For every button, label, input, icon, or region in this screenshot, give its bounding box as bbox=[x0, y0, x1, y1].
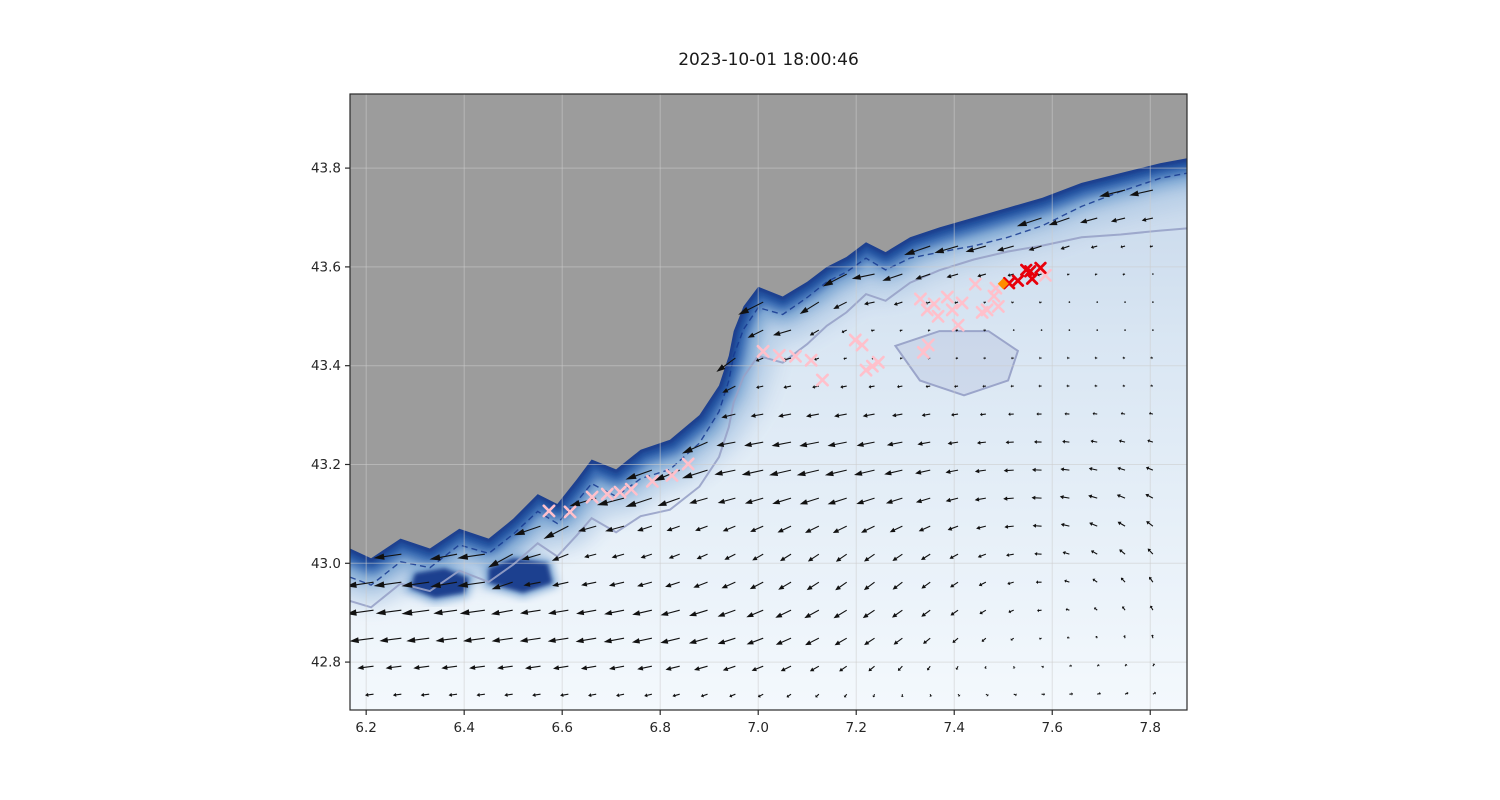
pink-x-marker bbox=[980, 303, 994, 317]
red-x-marker bbox=[1011, 274, 1025, 287]
y-tick-label: 43.6 bbox=[311, 259, 341, 275]
y-tick-label: 43.8 bbox=[311, 161, 341, 177]
pink-x-marker bbox=[955, 296, 969, 310]
pink-x-marker bbox=[613, 485, 627, 499]
pink-x-marker bbox=[940, 290, 954, 304]
pink-x-marker bbox=[945, 303, 959, 317]
pink-x-marker bbox=[848, 333, 862, 347]
pink-x-marker bbox=[624, 482, 638, 496]
pink-x-marker bbox=[585, 490, 599, 504]
pink-x-marker bbox=[921, 338, 935, 352]
pink-x-marker bbox=[859, 363, 873, 377]
x-tick-label: 7.4 bbox=[943, 720, 964, 736]
markers-layer bbox=[542, 261, 1052, 519]
plot-area bbox=[350, 94, 1187, 710]
pink-x-marker bbox=[865, 359, 879, 373]
pink-x-marker bbox=[681, 457, 695, 471]
pink-x-marker bbox=[951, 318, 965, 332]
x-tick-label: 6.2 bbox=[355, 720, 376, 736]
pink-x-marker bbox=[1038, 268, 1052, 282]
pink-x-marker bbox=[913, 292, 927, 306]
orange-source-marker bbox=[997, 278, 1009, 290]
y-tick-label: 43.0 bbox=[311, 556, 341, 572]
x-tick-label: 7.0 bbox=[747, 720, 768, 736]
pink-x-marker bbox=[931, 309, 945, 323]
x-tick-label: 7.8 bbox=[1140, 720, 1161, 736]
land bbox=[350, 94, 1187, 559]
pink-x-marker bbox=[968, 277, 982, 291]
x-tick-label: 7.6 bbox=[1041, 720, 1062, 736]
x-tick-label: 6.8 bbox=[649, 720, 670, 736]
tick-labels: 6.2 6.4 6.6 6.8 7.0 7.2 7.4 7.6 7.8 42.8 43.0 43.2 4… bbox=[311, 161, 1161, 736]
red-x-marker bbox=[1034, 261, 1047, 275]
y-tick-label: 43.4 bbox=[311, 358, 341, 374]
axes-frame bbox=[345, 93, 1188, 715]
plot-title: 2023-10-01 18:00:46 bbox=[678, 50, 859, 70]
pink-x-marker bbox=[600, 487, 614, 501]
pink-x-marker bbox=[855, 338, 869, 352]
x-tick-label: 7.2 bbox=[845, 720, 866, 736]
y-tick-label: 42.8 bbox=[311, 655, 341, 671]
pink-x-marker bbox=[772, 348, 786, 362]
pink-x-marker bbox=[815, 373, 829, 387]
pink-x-marker bbox=[927, 297, 941, 311]
pink-x-marker bbox=[665, 468, 679, 482]
pink-x-marker bbox=[542, 504, 556, 518]
pink-x-marker bbox=[991, 299, 1005, 313]
pink-x-marker bbox=[804, 353, 818, 367]
x-tick-label: 6.6 bbox=[551, 720, 572, 736]
pink-x-marker bbox=[916, 345, 930, 359]
pink-x-marker bbox=[645, 474, 659, 488]
gridlines bbox=[350, 94, 1187, 710]
pink-x-marker bbox=[788, 349, 802, 363]
y-tick-label: 43.2 bbox=[311, 457, 341, 473]
quiver-layer bbox=[350, 189, 1156, 698]
pink-x-marker bbox=[563, 505, 577, 519]
red-x-marker bbox=[1025, 272, 1039, 285]
pink-x-marker bbox=[756, 344, 770, 358]
x-tick-label: 6.4 bbox=[453, 720, 474, 736]
pink-x-marker bbox=[871, 355, 885, 369]
